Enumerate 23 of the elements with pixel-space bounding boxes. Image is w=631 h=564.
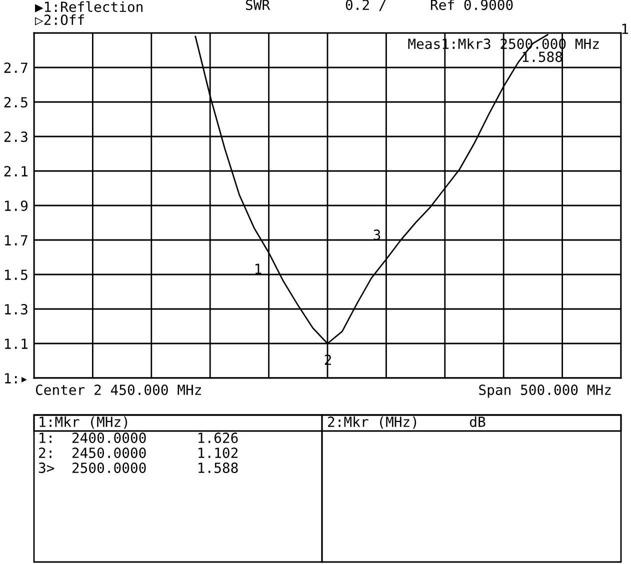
text: 2: 2450.0000 1.102 (39, 448, 238, 458)
y-tick-label: 2.3 (4, 132, 28, 142)
text: Center 2 450.000 MHz (36, 384, 201, 396)
y-tick-label: 1.1 (5, 338, 28, 349)
text: 2:Mkr (MHz) dB (328, 416, 486, 429)
text: 1: 2400.0000 1.626 (40, 432, 238, 444)
y-tick-label: 1.7 (5, 235, 28, 246)
text: SWR (246, 0, 270, 10)
y-tick-label: 1.9 (5, 200, 28, 212)
text: ▷2:Off (35, 14, 84, 26)
text: 1 (622, 24, 628, 34)
text: Span 500.000 MHz (479, 384, 611, 398)
text: 0.2 / (346, 0, 386, 12)
text: ▶1:Reflection (35, 1, 142, 12)
text: 3> 2500.0000 1.588 (38, 462, 238, 474)
y-tick-label: 1.3 (5, 304, 28, 315)
annotation: 1 (255, 264, 262, 274)
y-tick-label: 1.5 (5, 270, 28, 280)
y-tick-label: 1:▸ (5, 373, 27, 384)
text: 1:Mkr (MHz) (40, 416, 128, 429)
y-tick-label: 2.1 (4, 166, 28, 176)
y-tick-label: 2.7 (4, 62, 28, 73)
y-tick-label: 2.5 (4, 97, 28, 108)
